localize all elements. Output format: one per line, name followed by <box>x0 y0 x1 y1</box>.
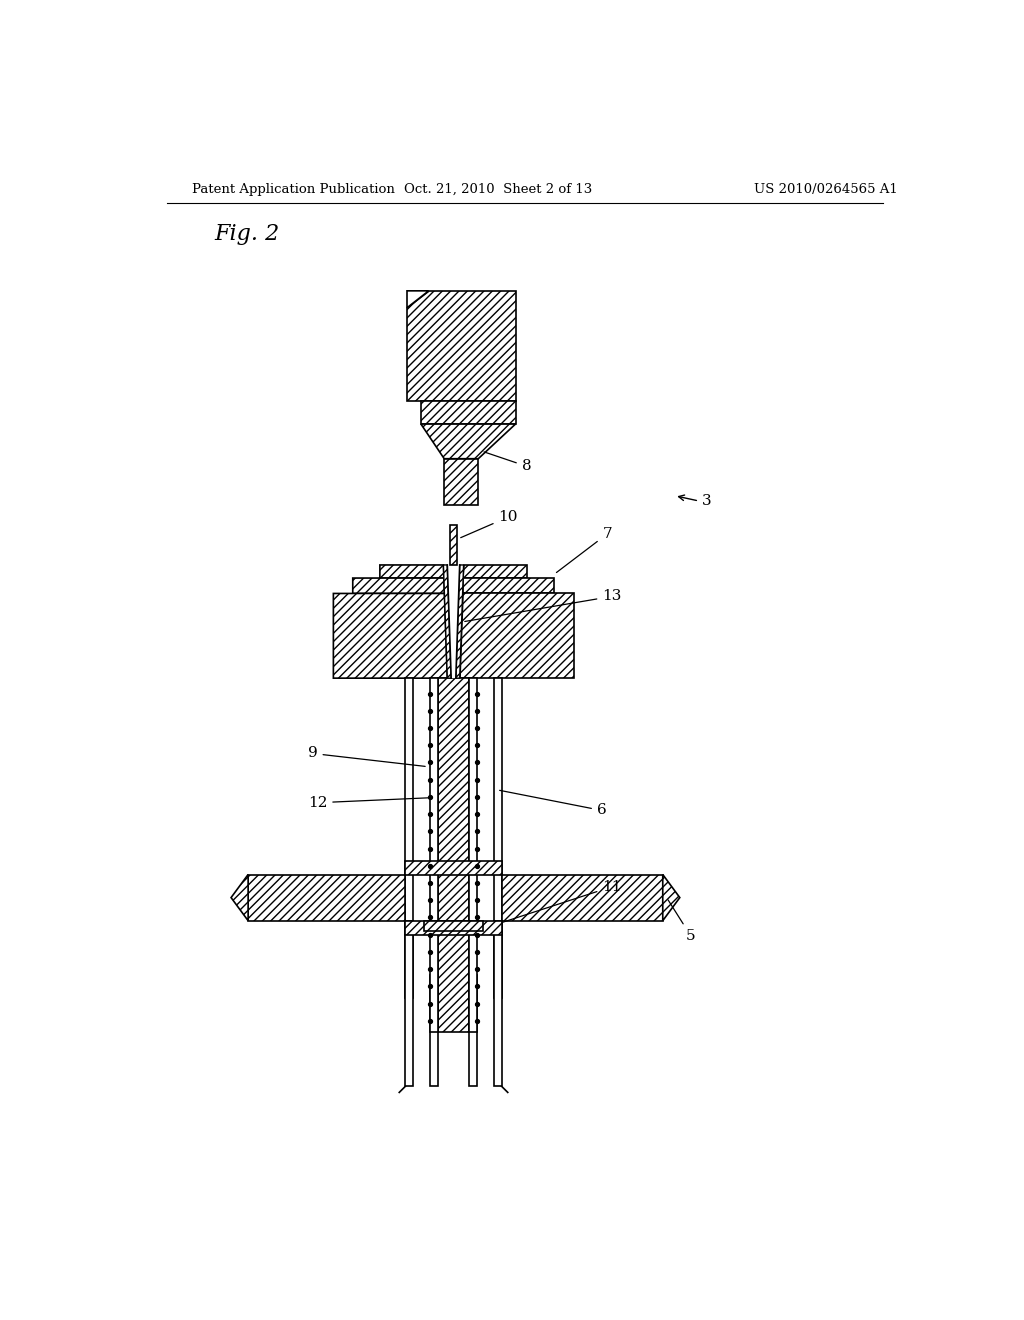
Text: Fig. 2: Fig. 2 <box>215 223 280 246</box>
Polygon shape <box>407 290 429 308</box>
Text: 13: 13 <box>465 590 622 622</box>
Polygon shape <box>463 578 554 594</box>
Polygon shape <box>460 594 573 678</box>
Text: Oct. 21, 2010  Sheet 2 of 13: Oct. 21, 2010 Sheet 2 of 13 <box>404 182 593 195</box>
Polygon shape <box>663 875 680 921</box>
Text: US 2010/0264565 A1: US 2010/0264565 A1 <box>754 182 897 195</box>
Text: 6: 6 <box>500 791 606 817</box>
Polygon shape <box>248 875 406 921</box>
Text: 5: 5 <box>668 900 695 942</box>
Polygon shape <box>502 875 663 921</box>
Polygon shape <box>463 565 527 578</box>
Text: 11: 11 <box>484 879 622 928</box>
Text: 3: 3 <box>701 494 711 508</box>
Bar <box>451 525 457 565</box>
Polygon shape <box>421 424 515 459</box>
Text: 7: 7 <box>556 527 612 573</box>
Bar <box>406 861 502 875</box>
Polygon shape <box>334 594 447 678</box>
Polygon shape <box>456 565 464 678</box>
Bar <box>406 921 414 1086</box>
Bar <box>494 678 502 998</box>
Polygon shape <box>447 565 460 678</box>
Polygon shape <box>380 565 443 578</box>
Polygon shape <box>443 565 452 678</box>
Bar <box>469 974 477 1086</box>
Text: 10: 10 <box>461 510 518 537</box>
Polygon shape <box>407 290 515 401</box>
Text: Patent Application Publication: Patent Application Publication <box>191 182 394 195</box>
Text: 9: 9 <box>308 747 425 767</box>
Polygon shape <box>352 578 444 594</box>
Polygon shape <box>231 875 248 921</box>
Polygon shape <box>421 401 515 424</box>
Bar <box>406 921 502 935</box>
Bar <box>494 921 502 1086</box>
Bar <box>430 974 438 1086</box>
Text: 8: 8 <box>484 451 531 474</box>
Bar <box>438 678 469 1032</box>
Bar <box>469 678 477 1032</box>
Bar <box>406 678 414 998</box>
Bar <box>430 678 438 1032</box>
Bar <box>444 459 478 506</box>
Bar <box>424 921 483 932</box>
Text: 12: 12 <box>308 796 433 809</box>
